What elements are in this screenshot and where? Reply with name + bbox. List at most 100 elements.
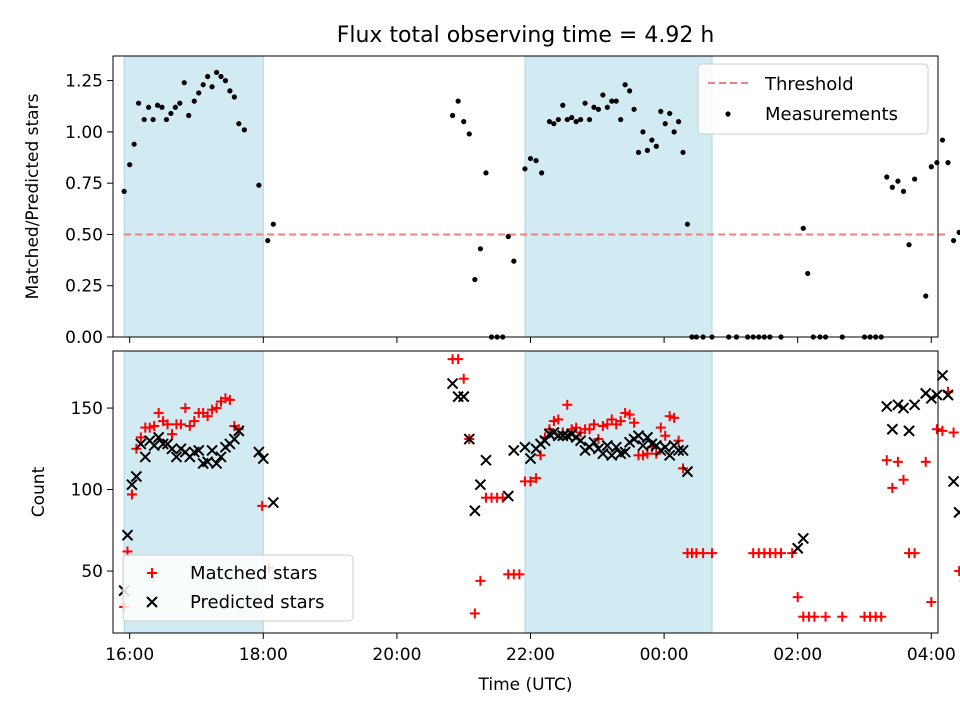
measurement-point (227, 88, 233, 94)
predicted-star-point (663, 449, 676, 462)
matched-star-point (954, 566, 960, 577)
predicted-star-point (601, 439, 614, 452)
measurement-point (539, 170, 545, 176)
predicted-star-point (519, 441, 531, 453)
bottom-x-ticks: 16:00 18:00 20:00 22:00 00:00 02:00 04:00 (105, 633, 956, 665)
matched-star-point (153, 407, 164, 418)
matched-star-point (698, 548, 709, 559)
matched-star-point (620, 407, 631, 418)
bottom-panel: 50 100 150 16:00 18:00 20:00 22:00 00:00 02:00 0… (29, 350, 960, 695)
matched-star-point (892, 456, 903, 467)
measurement-point (522, 166, 528, 172)
matched-star-point (180, 403, 191, 414)
top-legend-box (697, 63, 929, 135)
matched-star-point (660, 430, 671, 441)
legend-measurements-swatch (725, 111, 731, 117)
measurement-point (461, 119, 467, 125)
predicted-star-point (139, 451, 151, 463)
top-panel: 0.00 0.25 0.50 0.75 1.00 1.25 Flux total obse… (23, 23, 960, 348)
measurement-point (578, 116, 584, 123)
predicted-star-point (121, 529, 134, 541)
predicted-star-point (148, 439, 160, 452)
measurement-point (191, 98, 197, 104)
matched-star-point (514, 569, 525, 580)
matched-star-point (792, 592, 803, 603)
top-legend: Threshold Measurements (697, 63, 929, 135)
measurement-point (622, 82, 628, 88)
measurement-point (667, 110, 673, 117)
matched-star-point (211, 403, 222, 414)
matched-star-point (637, 450, 648, 461)
predicted-star-point (508, 444, 520, 457)
predicted-star-point (897, 402, 910, 414)
measurement-point (205, 73, 211, 80)
measurement-point (154, 102, 161, 108)
predicted-star-point (474, 478, 487, 491)
measurement-point (805, 270, 811, 277)
matched-star-point (809, 611, 820, 622)
measurement-point (551, 121, 557, 127)
shaded-interval-1 (524, 350, 713, 634)
predicted-star-point (931, 389, 943, 401)
matched-star-point (184, 420, 195, 431)
predicted-star-point (797, 532, 809, 545)
measurement-point (231, 94, 237, 100)
measurement-point (640, 129, 646, 135)
measurement-point (136, 100, 142, 106)
measurement-point (196, 90, 202, 96)
measurement-point (939, 137, 946, 143)
matched-star-point (531, 473, 542, 484)
measurement-point (900, 188, 907, 194)
matched-star-point (584, 424, 595, 435)
measurement-point (200, 82, 206, 88)
matched-star-point (135, 432, 146, 443)
measurement-point (945, 160, 951, 166)
x-tick-label: 00:00 (640, 645, 689, 665)
matched-star-point (224, 394, 235, 405)
measurement-point (477, 246, 484, 252)
measurement-point (527, 155, 534, 162)
measurement-point (644, 147, 651, 153)
matched-star-point (820, 611, 831, 622)
measurement-point (653, 143, 659, 149)
matched-star-point (207, 404, 218, 415)
measurement-point (564, 116, 570, 123)
predicted-star-point (463, 433, 475, 445)
predicted-star-point (672, 444, 685, 457)
measurement-point (609, 98, 615, 104)
predicted-star-point (130, 470, 143, 483)
measurement-point (222, 78, 229, 84)
predicted-star-point (206, 444, 218, 457)
matched-star-point (624, 409, 635, 420)
measurement-point (573, 119, 579, 125)
predicted-star-point (157, 438, 169, 450)
top-shaded-intervals (123, 55, 713, 338)
measurement-point (934, 160, 940, 166)
measurement-point (213, 69, 220, 76)
measurement-point (591, 104, 597, 110)
predicted-star-point (637, 439, 649, 452)
predicted-star-point (552, 430, 565, 442)
measurement-point (560, 102, 566, 108)
bottom-y-axis-label: Count (29, 466, 49, 517)
matched-star-point (606, 414, 617, 425)
legend-matched-swatch (147, 568, 157, 578)
top-y-axis-label: Matched/Predicted stars (23, 93, 43, 299)
measurement-point (218, 73, 224, 80)
measurement-point (546, 119, 553, 125)
measurement-point (618, 116, 624, 123)
matched-star-point (458, 373, 469, 384)
legend-predicted-label: Predicted stars (190, 592, 324, 613)
measurement-point (631, 106, 637, 112)
predicted-star-point (502, 490, 514, 502)
measurement-point (889, 184, 895, 190)
predicted-star-point (480, 454, 492, 466)
matched-star-point (548, 416, 559, 427)
measurement-point (141, 116, 147, 123)
matched-star-point (776, 548, 787, 559)
measurement-point (146, 104, 152, 110)
predicted-star-point (588, 436, 600, 448)
legend-threshold-label: Threshold (764, 74, 854, 95)
matched-star-point (937, 425, 948, 436)
measurement-point (800, 225, 806, 231)
